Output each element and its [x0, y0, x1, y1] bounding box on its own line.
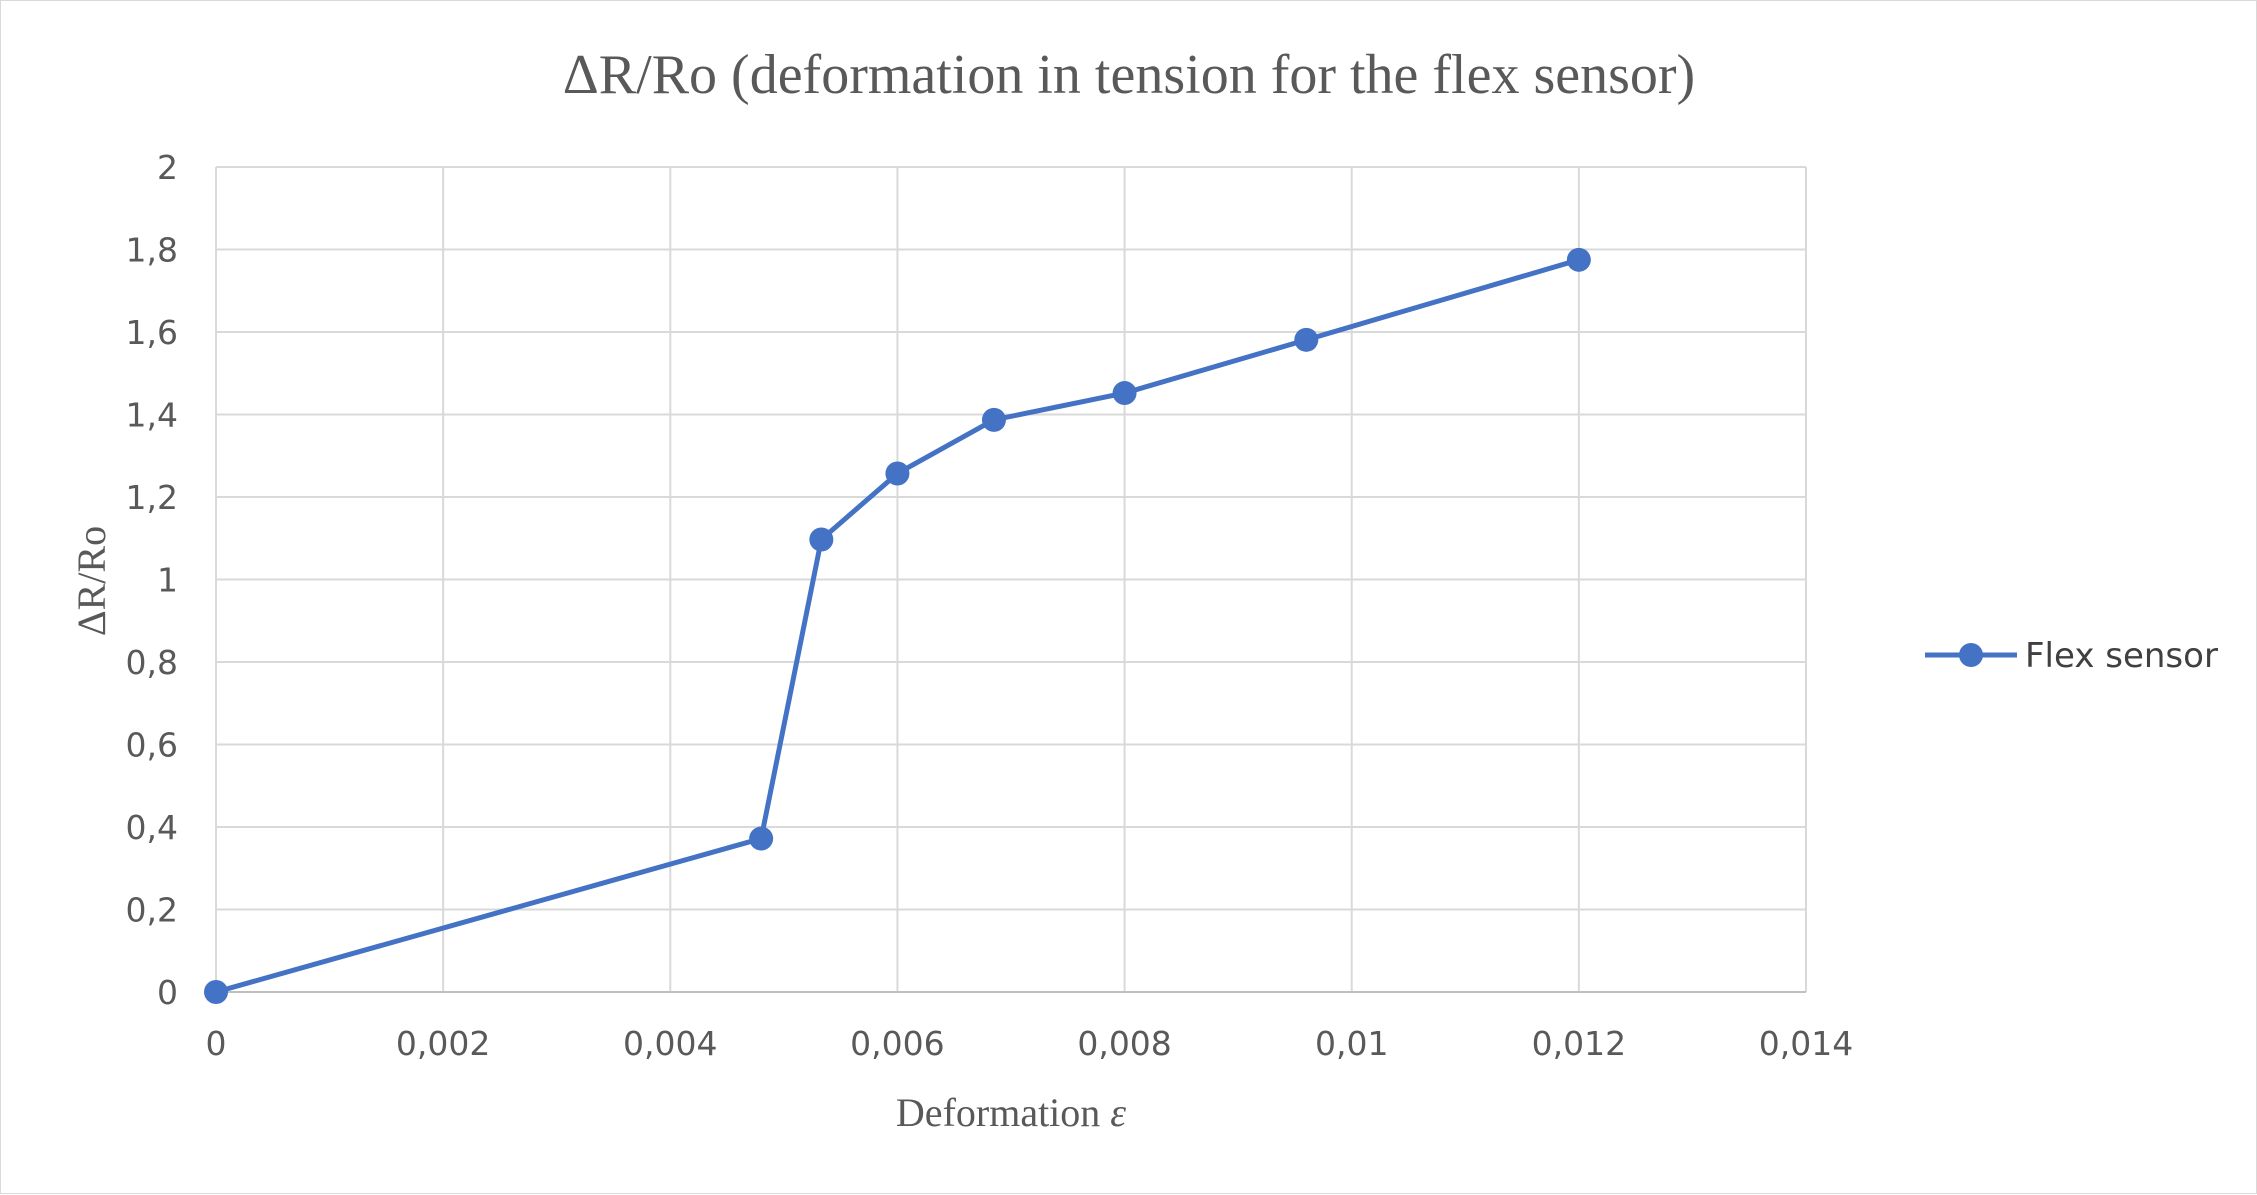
- y-tick-label: 0,6: [126, 726, 178, 765]
- legend-dot-marker: [1959, 643, 1983, 667]
- gridlines: [215, 166, 1807, 993]
- y-tick-label: 2: [157, 148, 178, 187]
- data-point: [204, 980, 228, 1004]
- y-tick-label: 0,8: [126, 643, 178, 682]
- x-tick-label: 0,006: [850, 1024, 944, 1063]
- y-axis-title: ΔR/Ro: [69, 526, 114, 636]
- series-flex-sensor: [204, 247, 1591, 1004]
- x-tick-label: 0,008: [1077, 1024, 1171, 1063]
- data-point: [749, 826, 774, 851]
- x-tick-label: 0,01: [1315, 1024, 1388, 1063]
- series-line: [213, 257, 1582, 995]
- y-tick-label: 1,8: [126, 231, 178, 270]
- y-tick-label: 1,6: [126, 313, 178, 352]
- y-axis-tick-labels: 0 0,2 0,4 0,6 0,8 1 1,2 1,4 1,6 1,8 2: [126, 148, 178, 1012]
- x-axis-tick-labels: 0 0,002 0,004 0,006 0,008 0,01 0,012 0,014: [206, 1024, 1854, 1063]
- y-tick-label: 1: [157, 561, 178, 600]
- data-point: [981, 407, 1006, 432]
- data-point: [1566, 247, 1591, 272]
- y-tick-label: 0: [157, 973, 178, 1012]
- legend: Flex sensor: [1925, 636, 2218, 676]
- y-tick-label: 0,2: [126, 891, 178, 930]
- y-tick-label: 1,2: [126, 478, 178, 517]
- legend-label-flex-sensor: Flex sensor: [2025, 636, 2218, 676]
- data-point: [1112, 381, 1137, 406]
- data-point: [885, 461, 910, 486]
- x-axis-title-symbol: ε: [1110, 1090, 1126, 1135]
- x-tick-label: 0,012: [1532, 1024, 1626, 1063]
- x-axis-title-text: Deformation: [896, 1090, 1110, 1135]
- y-tick-label: 0,4: [126, 808, 178, 847]
- x-axis-title: Deformation ε: [896, 1090, 1126, 1135]
- x-tick-label: 0,014: [1759, 1024, 1853, 1063]
- x-tick-label: 0,002: [396, 1024, 490, 1063]
- chart-title: ΔR/Ro (deformation in tension for the fl…: [563, 44, 1695, 106]
- x-tick-label: 0: [206, 1024, 227, 1063]
- x-tick-label: 0,004: [623, 1024, 717, 1063]
- data-point: [809, 527, 834, 552]
- data-point: [1294, 327, 1319, 352]
- y-tick-label: 1,4: [126, 396, 178, 435]
